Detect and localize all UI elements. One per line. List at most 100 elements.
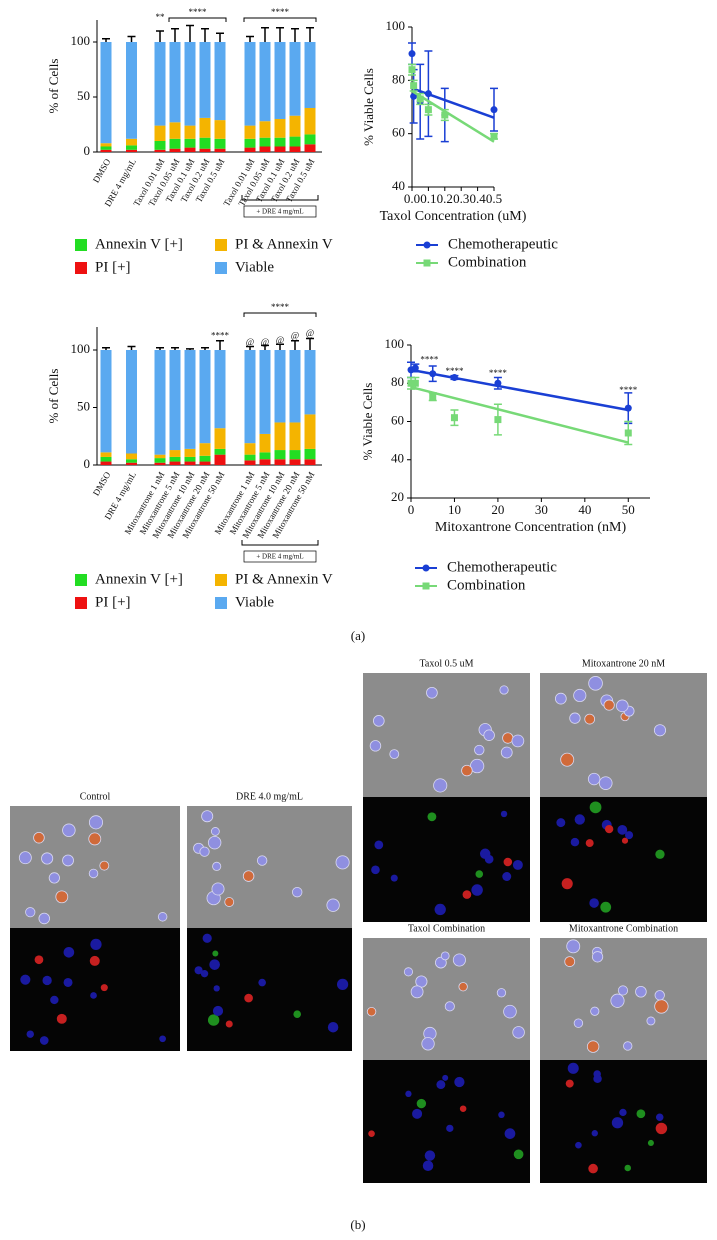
- bar-segment: [100, 143, 112, 147]
- cell: [573, 688, 587, 703]
- cell: [654, 990, 665, 1001]
- cell: [373, 715, 385, 727]
- y-tick-label: 100: [71, 33, 91, 48]
- cell: [433, 778, 448, 793]
- cell: [564, 956, 576, 967]
- cell-stain: [593, 1074, 602, 1084]
- bar-segment: [126, 145, 137, 150]
- error-bar: [156, 30, 164, 42]
- group-bracket: [241, 195, 319, 201]
- legend-swatch: [75, 262, 87, 274]
- legend-marker: [422, 564, 430, 572]
- y-axis-label: % Viable Cells: [361, 68, 376, 146]
- cell-stain: [194, 966, 203, 975]
- bar-segment: [244, 42, 256, 126]
- cell: [635, 985, 647, 998]
- y-tick-label: 60: [392, 125, 405, 140]
- cell: [591, 951, 604, 963]
- bar-segment: [274, 422, 286, 451]
- annotation: @: [306, 328, 314, 338]
- cell: [511, 734, 525, 748]
- cell: [502, 732, 514, 744]
- bar-segment: [169, 461, 181, 465]
- cell-stain: [20, 974, 31, 985]
- cell-stain: [416, 1098, 427, 1109]
- cell: [62, 854, 74, 867]
- y-tick-label: 40: [392, 178, 405, 193]
- data-point: [450, 374, 458, 382]
- panel-label: (a): [351, 628, 365, 643]
- cell-stain: [390, 874, 398, 882]
- legend-swatch: [75, 574, 87, 586]
- cell: [99, 860, 110, 871]
- y-tick-label: 50: [77, 88, 90, 103]
- annotation: ****: [271, 7, 290, 17]
- cell-stain: [327, 1021, 339, 1033]
- x-tick-label: DMSO: [91, 157, 113, 185]
- cell: [452, 953, 466, 967]
- cell: [41, 852, 54, 865]
- legend-label: PI & Annexin V: [235, 571, 333, 587]
- error-bar: [306, 337, 314, 350]
- data-point: [410, 82, 418, 90]
- bar-segment: [169, 122, 181, 139]
- data-point: [624, 404, 632, 412]
- error-bar: [276, 26, 284, 42]
- cell-stain: [63, 946, 75, 958]
- bar-segment: [259, 433, 271, 453]
- bar-segment: [100, 452, 112, 457]
- bar-segment: [199, 443, 211, 456]
- legend-label: PI [+]: [95, 259, 131, 275]
- cell-stain: [212, 950, 219, 957]
- cell-stain: [484, 854, 494, 864]
- image-title: Taxol 0.5 uM: [419, 658, 473, 669]
- x-tick-label: 10: [448, 502, 461, 517]
- group-label: + DRE 4 mg/mL: [256, 208, 303, 216]
- group-label: + DRE 4 mg/mL: [256, 553, 303, 561]
- cell-stain: [258, 978, 266, 987]
- bar-segment: [100, 146, 112, 150]
- cell-stain: [213, 985, 220, 992]
- bar-segment: [289, 136, 301, 147]
- cell-stain: [591, 1130, 598, 1137]
- bar-segment: [244, 443, 256, 455]
- bar-segment: [244, 125, 256, 139]
- legend-label: Viable: [235, 594, 274, 610]
- cell-stain: [50, 995, 59, 1005]
- cell-stain: [570, 837, 580, 847]
- cell: [573, 1018, 584, 1028]
- bar-segment: [304, 108, 316, 135]
- cell-stain: [42, 975, 52, 986]
- significance-bracket: [243, 17, 317, 22]
- data-point: [494, 379, 502, 387]
- group-label-box: [243, 205, 317, 218]
- y-axis-label: % of Cells: [46, 369, 61, 424]
- cell: [469, 758, 485, 774]
- cell: [256, 855, 268, 866]
- cell: [369, 740, 382, 752]
- bar-segment: [154, 42, 166, 126]
- bar-segment: [289, 450, 301, 460]
- cell-stain: [561, 878, 573, 890]
- cell-stain: [90, 992, 97, 999]
- cell: [653, 724, 667, 737]
- bar-segment: [184, 125, 196, 139]
- bar-segment: [274, 137, 286, 147]
- cell-stain: [575, 1141, 582, 1149]
- data-point: [408, 50, 416, 58]
- cell: [483, 729, 495, 741]
- error-bar: [261, 344, 269, 350]
- bar-segment: [169, 456, 181, 462]
- bar-segment: [274, 42, 286, 119]
- bar-segment: [100, 149, 112, 152]
- annotation: ****: [271, 302, 290, 312]
- bar-segment: [289, 459, 301, 465]
- bar-segment: [289, 42, 301, 116]
- error-bar: [291, 28, 299, 42]
- bar-segment: [304, 134, 316, 145]
- bar-segment: [244, 460, 256, 465]
- bar-segment: [199, 461, 211, 465]
- cell: [38, 912, 50, 925]
- significance-bracket: [243, 312, 317, 317]
- bar-segment: [259, 146, 271, 152]
